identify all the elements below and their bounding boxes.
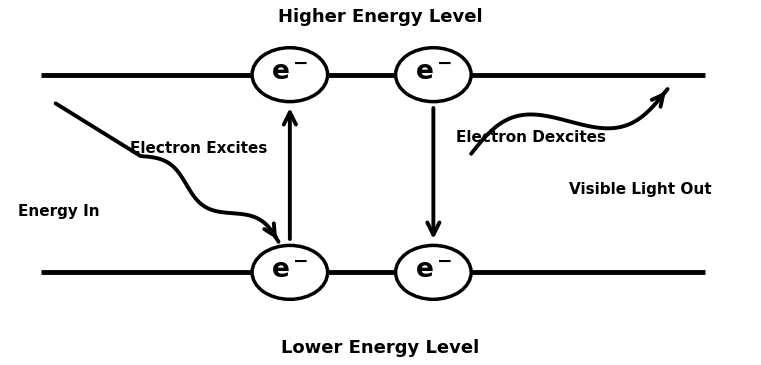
- Text: $\mathbf{e^-}$: $\mathbf{e^-}$: [271, 60, 308, 86]
- Text: $\mathbf{e^-}$: $\mathbf{e^-}$: [271, 258, 308, 284]
- Text: Lower Energy Level: Lower Energy Level: [282, 339, 479, 357]
- Ellipse shape: [252, 48, 328, 101]
- Text: Visible Light Out: Visible Light Out: [569, 182, 712, 197]
- Text: Electron Excites: Electron Excites: [130, 141, 267, 156]
- Text: Energy In: Energy In: [18, 204, 100, 219]
- Text: $\mathbf{e^-}$: $\mathbf{e^-}$: [415, 258, 452, 284]
- Ellipse shape: [396, 245, 471, 299]
- Text: $\mathbf{e^-}$: $\mathbf{e^-}$: [415, 60, 452, 86]
- Ellipse shape: [252, 245, 328, 299]
- Text: Higher Energy Level: Higher Energy Level: [279, 8, 482, 26]
- Text: Electron Dexcites: Electron Dexcites: [456, 130, 606, 145]
- Ellipse shape: [396, 48, 471, 101]
